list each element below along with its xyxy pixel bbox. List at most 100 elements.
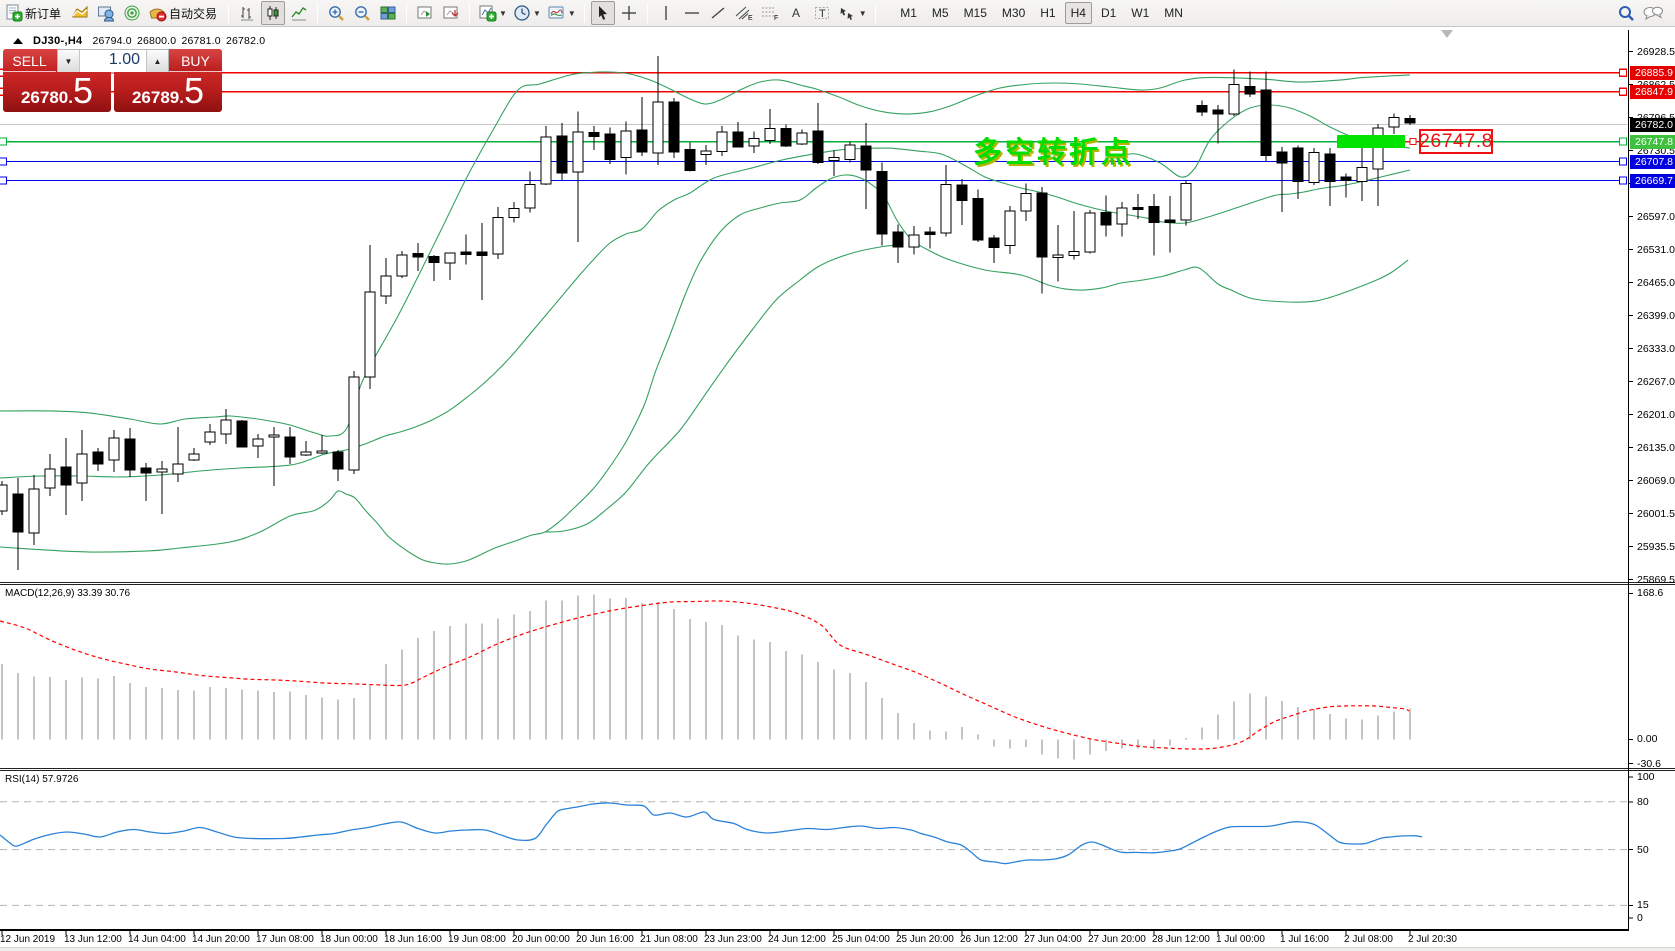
candle-58 bbox=[924, 226, 936, 249]
annotation-anchor-handle[interactable] bbox=[1409, 137, 1417, 146]
candle-36 bbox=[572, 111, 584, 243]
hline-handle[interactable] bbox=[1618, 157, 1627, 166]
signals-button[interactable] bbox=[120, 1, 144, 25]
candle-chart-icon bbox=[267, 6, 279, 20]
candle-body bbox=[476, 251, 488, 257]
candle-75 bbox=[1196, 100, 1208, 117]
timeframe-m30[interactable]: M30 bbox=[1001, 6, 1026, 20]
sell-price-display[interactable]: 26780. 5 bbox=[3, 72, 111, 112]
buy-price-display[interactable]: 26789. 5 bbox=[114, 72, 222, 112]
time-axis-label: 2 Jul 20:30 bbox=[1408, 934, 1457, 945]
price-label-annotation[interactable]: 26747.8 bbox=[1419, 129, 1493, 154]
sell-button[interactable]: SELL bbox=[3, 49, 56, 72]
status-strip bbox=[0, 947, 1675, 951]
periods-button[interactable]: ▼ bbox=[511, 1, 543, 25]
expand-triangle-icon bbox=[13, 38, 23, 44]
volume-input[interactable]: 1.00 bbox=[79, 50, 147, 72]
vertical-line-button[interactable] bbox=[654, 1, 678, 25]
timeframe-m1[interactable]: M1 bbox=[900, 6, 917, 20]
candle-body bbox=[140, 467, 152, 474]
candle-body bbox=[1324, 153, 1336, 182]
timeframe-d1[interactable]: D1 bbox=[1100, 6, 1117, 20]
profiles-button[interactable] bbox=[68, 1, 92, 25]
candle-body bbox=[124, 438, 136, 471]
candle-body bbox=[268, 434, 280, 438]
crosshair-button[interactable] bbox=[617, 1, 641, 25]
chat-button[interactable] bbox=[1640, 1, 1666, 25]
candle-chart-button[interactable] bbox=[261, 1, 286, 25]
candle-4 bbox=[60, 437, 72, 515]
high-value: 26800.0 bbox=[136, 35, 177, 47]
candle-body bbox=[844, 144, 856, 160]
line-chart-button[interactable] bbox=[287, 1, 311, 25]
hline-handle[interactable] bbox=[1618, 176, 1627, 185]
auto-trading-icon bbox=[149, 8, 167, 22]
line-chart-icon bbox=[291, 7, 307, 21]
hline-handle[interactable] bbox=[0, 157, 8, 166]
auto-scroll-button[interactable] bbox=[413, 1, 437, 25]
timeframe-w1[interactable]: W1 bbox=[1131, 6, 1150, 20]
text-label-button[interactable]: T bbox=[810, 1, 834, 25]
candle-body bbox=[1276, 151, 1288, 164]
candle-30 bbox=[476, 223, 488, 300]
equidistant-channel-button[interactable]: E bbox=[732, 1, 756, 25]
candle-body bbox=[1196, 104, 1208, 113]
buy-button[interactable]: BUY bbox=[169, 49, 222, 72]
new-order-button[interactable]: 新订单 bbox=[3, 1, 66, 25]
hline-handle[interactable] bbox=[1618, 137, 1627, 146]
time-axis-label: 19 Jun 08:00 bbox=[448, 934, 506, 945]
timeframe-h4[interactable]: H4 bbox=[1064, 2, 1092, 24]
chart-canvas[interactable] bbox=[0, 28, 1675, 951]
candle-3 bbox=[44, 454, 56, 496]
volume-increase-button[interactable]: ▲ bbox=[147, 50, 168, 72]
timeframe-m5[interactable]: M5 bbox=[931, 6, 949, 20]
toolbar-separator bbox=[469, 3, 471, 23]
vertical-line-icon bbox=[665, 6, 667, 20]
zoom-in-button[interactable] bbox=[324, 1, 348, 25]
chart-shift-button[interactable] bbox=[439, 1, 463, 25]
auto-trading-button[interactable]: 自动交易 bbox=[146, 1, 222, 25]
candle-18 bbox=[284, 426, 296, 465]
candle-71 bbox=[1132, 193, 1144, 220]
rsi-axis-label: 0 bbox=[1637, 912, 1643, 924]
candle-25 bbox=[396, 250, 408, 279]
trendline-button[interactable] bbox=[706, 1, 730, 25]
low-value: 26781.0 bbox=[181, 35, 221, 47]
candle-34 bbox=[540, 125, 552, 186]
hline-handle[interactable] bbox=[1618, 68, 1627, 77]
candle-13 bbox=[204, 423, 216, 445]
fibonacci-button[interactable]: F bbox=[758, 1, 782, 25]
toolbar-right-group bbox=[1613, 1, 1667, 25]
tile-windows-button[interactable] bbox=[376, 1, 400, 25]
timeframe-m15[interactable]: M15 bbox=[963, 6, 987, 20]
indicators-button[interactable]: ▼ bbox=[476, 1, 509, 25]
scroll-marker-icon bbox=[1441, 30, 1453, 38]
dropdown-arrow-icon: ▼ bbox=[858, 8, 867, 18]
candle-85 bbox=[1356, 145, 1368, 202]
candle-10 bbox=[156, 460, 168, 514]
arrows-button[interactable]: ▼ bbox=[836, 1, 869, 25]
timeframe-group: M1 M5 M15 M30 H1 H4 D1 W1 MN bbox=[893, 2, 1191, 24]
highlight-rectangle[interactable] bbox=[1337, 135, 1405, 149]
search-button[interactable] bbox=[1614, 1, 1638, 25]
timeframe-h1[interactable]: H1 bbox=[1040, 6, 1056, 20]
bar-chart-button[interactable] bbox=[235, 1, 259, 25]
hline-handle[interactable] bbox=[0, 176, 8, 185]
candle-body bbox=[924, 231, 936, 235]
cursor-button[interactable] bbox=[590, 1, 615, 25]
hline-handle[interactable] bbox=[0, 137, 8, 146]
price-badge-blue: 26669.7 bbox=[1630, 173, 1675, 188]
candle-79 bbox=[1260, 71, 1272, 161]
horizontal-line-button[interactable] bbox=[680, 1, 704, 25]
candle-6 bbox=[92, 448, 104, 472]
text-button[interactable]: A bbox=[784, 1, 808, 25]
price-tick-label: 26001.5 bbox=[1637, 507, 1675, 520]
volume-decrease-button[interactable]: ▼ bbox=[58, 50, 79, 72]
hline-handle[interactable] bbox=[1618, 87, 1627, 96]
new-order-label: 新订单 bbox=[25, 6, 62, 21]
market-watch-button[interactable] bbox=[94, 1, 118, 25]
templates-button[interactable]: ▼ bbox=[545, 1, 578, 25]
timeframe-mn[interactable]: MN bbox=[1164, 6, 1183, 20]
zoom-out-button[interactable] bbox=[350, 1, 374, 25]
candle-11 bbox=[172, 426, 184, 483]
